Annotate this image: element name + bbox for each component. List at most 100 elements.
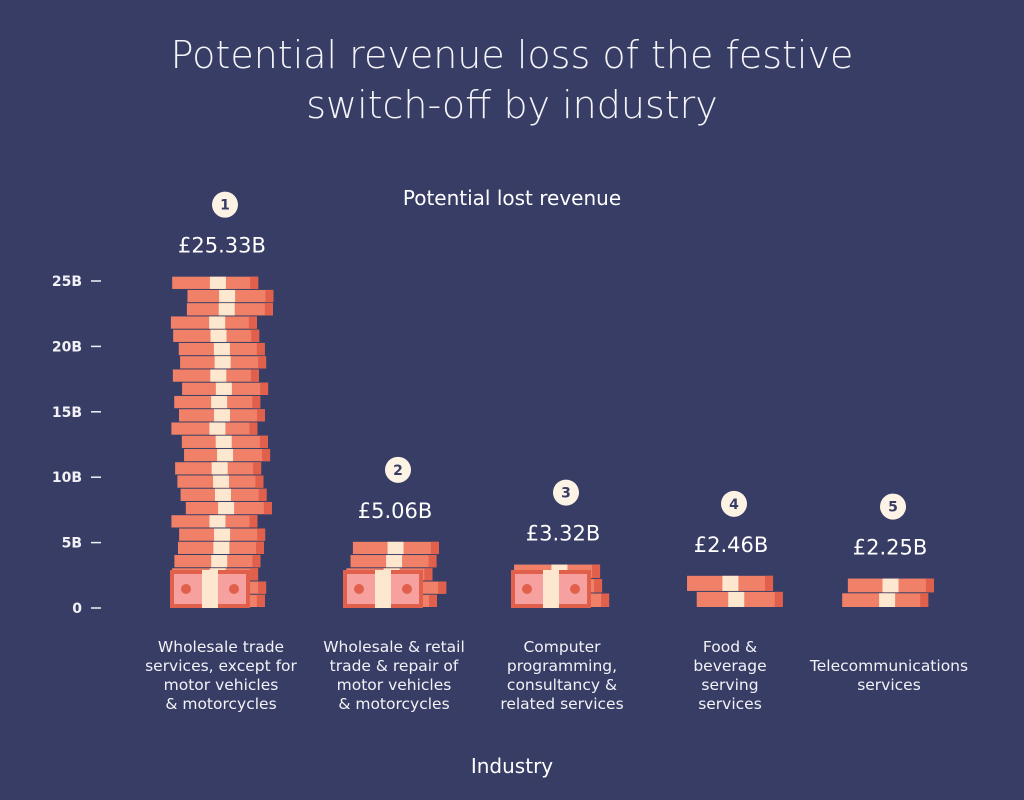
bill-band	[209, 515, 226, 528]
category-label: motor vehicles	[164, 676, 279, 694]
rank-badge	[553, 479, 579, 506]
y-tick-label: 0	[72, 601, 82, 617]
bill-edge	[265, 289, 274, 303]
rank-badge	[721, 490, 747, 517]
rank-badge	[880, 493, 906, 520]
y-tick-label: 10B	[52, 470, 82, 486]
bill-band	[728, 591, 745, 607]
bill-band	[218, 303, 235, 316]
front-bill-band	[543, 570, 559, 608]
chart-subtitle: Potential lost revenue	[402, 186, 622, 210]
y-tick-label: 20B	[52, 339, 82, 355]
bill-band	[209, 422, 226, 435]
bar-money-stack	[687, 575, 783, 607]
bill-band	[209, 276, 226, 289]
front-bill-emblem	[354, 584, 364, 594]
bill-band	[722, 575, 739, 591]
category-label: Food &	[703, 638, 757, 656]
bill-band	[219, 289, 236, 303]
bill-band	[879, 593, 896, 607]
bill-edge	[258, 581, 267, 594]
category-label: motor vehicles	[337, 676, 452, 694]
category-label: & motorcycles	[165, 695, 276, 713]
bill-edge	[253, 462, 262, 475]
category-label: Telecommunications	[809, 657, 968, 675]
bill-edge	[258, 356, 267, 369]
y-tick-label: 15B	[52, 405, 82, 421]
bill-edge	[255, 475, 264, 488]
value-label: £3.32B	[526, 522, 601, 546]
bar-money-stack	[170, 276, 274, 608]
front-bill-emblem	[570, 584, 580, 594]
bill-band	[215, 435, 232, 448]
bill-edge	[920, 593, 929, 607]
bill-band	[387, 541, 404, 555]
front-bill	[511, 570, 591, 608]
bill-edge	[250, 568, 259, 581]
category-label: consultancy &	[507, 676, 617, 694]
category-label: services, except for	[145, 657, 297, 675]
bill-band	[211, 462, 228, 475]
bill-edge	[249, 422, 258, 435]
y-tick-label: 5B	[62, 536, 82, 552]
bill-edge	[250, 369, 259, 382]
bill-band	[882, 578, 899, 593]
bill-band	[210, 329, 227, 342]
bill-edge	[424, 568, 433, 581]
bill-band	[213, 409, 230, 422]
category-label: beverage	[693, 657, 766, 675]
category-label: & motorcycles	[338, 695, 449, 713]
front-bill-band	[375, 570, 391, 608]
bill-edge	[262, 448, 271, 462]
bill-edge	[251, 329, 260, 342]
bill-edge	[765, 575, 774, 591]
bill-band	[215, 382, 232, 395]
bill-edge	[259, 435, 268, 448]
bill-edge	[249, 515, 258, 528]
bill-edge	[594, 579, 603, 593]
rank-number: 4	[729, 497, 739, 513]
bill-edge	[925, 578, 934, 593]
bill-band	[214, 488, 231, 501]
bill-band	[217, 448, 234, 462]
bar-money-stack	[343, 541, 447, 608]
bill-band	[210, 369, 227, 382]
bill-edge	[255, 541, 264, 554]
value-label: £2.46B	[694, 533, 769, 557]
category-label: trade & repair of	[330, 657, 459, 675]
bill-band	[213, 342, 230, 356]
bill-edge	[430, 541, 439, 555]
rank-number: 3	[561, 486, 571, 502]
category-label: serving	[701, 676, 758, 694]
bill-edge	[263, 501, 272, 515]
rank-number: 5	[888, 500, 898, 516]
bill-edge	[774, 591, 783, 607]
y-tick-label: 25B	[52, 274, 82, 290]
bill-edge	[252, 554, 261, 568]
bill-band	[386, 555, 403, 568]
bill-edge	[260, 382, 269, 395]
bill-band	[209, 316, 226, 329]
bill-band	[218, 501, 235, 515]
bill-edge	[428, 555, 437, 568]
bill-edge	[257, 528, 266, 541]
front-bill-emblem	[402, 584, 412, 594]
value-label: £2.25B	[853, 536, 928, 560]
bill-edge	[248, 316, 257, 329]
bar-money-stack	[842, 578, 934, 607]
front-bill-emblem	[181, 584, 191, 594]
category-label: programming,	[507, 657, 617, 675]
bill-band	[213, 475, 230, 488]
bill-edge	[256, 409, 265, 422]
rank-badge	[212, 191, 238, 218]
bill-edge	[250, 276, 259, 289]
x-axis-label: Industry	[470, 754, 554, 778]
value-label: £5.06B	[358, 499, 433, 523]
bill-band	[213, 541, 230, 554]
bar-money-stack	[511, 564, 610, 608]
category-label: Wholesale trade	[158, 638, 284, 656]
bill-edge	[601, 593, 610, 607]
bill-edge	[252, 395, 261, 409]
bill-edge	[258, 488, 267, 501]
